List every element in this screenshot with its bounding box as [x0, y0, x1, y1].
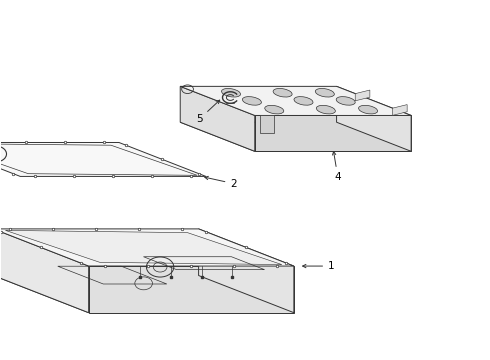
Polygon shape — [198, 229, 294, 313]
Polygon shape — [0, 229, 89, 313]
Polygon shape — [180, 122, 411, 151]
Text: 5: 5 — [196, 100, 220, 124]
Ellipse shape — [273, 89, 292, 97]
Ellipse shape — [317, 105, 335, 114]
Polygon shape — [337, 86, 411, 151]
Ellipse shape — [359, 105, 378, 114]
Text: 4: 4 — [333, 152, 341, 182]
Text: 1: 1 — [303, 261, 335, 271]
Polygon shape — [0, 229, 294, 266]
Text: 2: 2 — [205, 176, 237, 189]
Polygon shape — [355, 90, 370, 101]
Polygon shape — [255, 116, 411, 151]
Polygon shape — [180, 86, 411, 116]
Polygon shape — [5, 230, 282, 265]
Polygon shape — [260, 116, 274, 134]
Polygon shape — [89, 266, 294, 313]
Ellipse shape — [316, 89, 334, 97]
Polygon shape — [392, 105, 407, 115]
Polygon shape — [0, 144, 197, 175]
Text: 3: 3 — [0, 359, 1, 360]
Ellipse shape — [221, 89, 241, 97]
Polygon shape — [180, 86, 255, 151]
Ellipse shape — [265, 105, 284, 114]
Ellipse shape — [336, 96, 355, 105]
Ellipse shape — [294, 96, 313, 105]
Polygon shape — [0, 275, 294, 313]
Ellipse shape — [243, 96, 261, 105]
Polygon shape — [0, 143, 206, 176]
